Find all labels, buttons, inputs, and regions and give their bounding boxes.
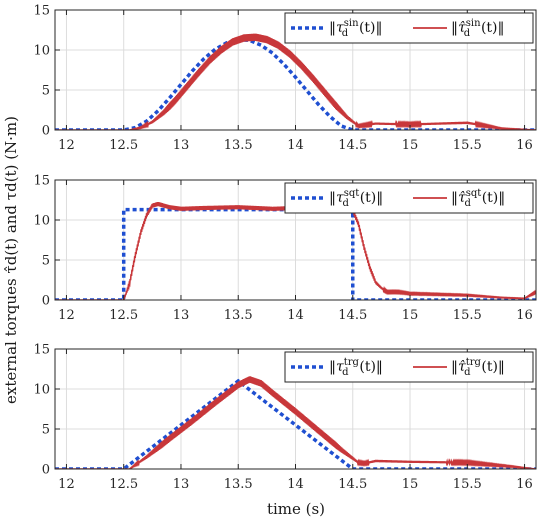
y-axis-label: external torques τ̂d(t) and τd(t) (N·m)	[2, 116, 20, 404]
chart-panel-2: 12 12.5 13 13.5 14 14.5 15 15.5 16 0 5 10 15 ‖τsqt d (t…	[33, 174, 537, 323]
legend-box	[284, 351, 534, 383]
legend-label: ‖τsin d (t)‖	[329, 18, 383, 39]
estimate-series-line-1	[55, 33, 536, 130]
x-tick-label: 16	[516, 138, 533, 153]
x-tick-label: 14	[287, 308, 304, 323]
y-tick-label: 0	[42, 124, 50, 139]
x-tick-label: 15	[402, 477, 419, 492]
x-tick-label: 15.5	[453, 477, 482, 492]
reference-series-line-3	[55, 378, 536, 469]
chart-panel-1: 12 12.5 13 13.5 14 14.5 15 15.5 16 0 5 10 15 ‖τsin d (t…	[33, 4, 537, 153]
x-tick-label: 15.5	[453, 308, 482, 323]
legend-label: ‖τ̂trg d (t)‖	[451, 357, 505, 378]
legend-box	[284, 12, 534, 44]
y-tick-label: 10	[33, 214, 50, 229]
x-tick-label: 13.5	[224, 138, 253, 153]
y-tick-label: 15	[33, 174, 50, 189]
y-tick-label: 5	[42, 254, 50, 269]
x-tick-label: 16	[516, 308, 533, 323]
x-tick-label: 12	[58, 308, 75, 323]
x-tick-label: 14.5	[338, 138, 367, 153]
y-tick-label: 10	[33, 44, 50, 59]
x-tick-label: 14.5	[338, 308, 367, 323]
x-tick-label: 13	[173, 308, 190, 323]
legend-label: ‖τsqt d (t)‖	[329, 188, 383, 209]
legend-label: ‖τ̂sin d (t)‖	[451, 18, 505, 39]
x-tick-label: 14	[287, 138, 304, 153]
legend-box	[284, 182, 534, 214]
chart-panel-3: 12 12.5 13 13.5 14 14.5 15 15.5 16 0 5 10 15 ‖τtrg d (t…	[33, 343, 537, 492]
x-tick-label: 12.5	[109, 138, 138, 153]
x-tick-label: 13.5	[224, 308, 253, 323]
x-tick-label: 13	[173, 138, 190, 153]
x-tick-label: 12	[58, 477, 75, 492]
y-tick-label: 15	[33, 343, 50, 358]
x-tick-label: 13.5	[224, 477, 253, 492]
estimate-series-line-3	[55, 376, 536, 469]
x-tick-label: 12.5	[109, 308, 138, 323]
x-tick-label: 15	[402, 308, 419, 323]
x-tick-label: 15.5	[453, 138, 482, 153]
x-tick-label: 12	[58, 138, 75, 153]
y-tick-label: 5	[42, 84, 50, 99]
x-tick-label: 12.5	[109, 477, 138, 492]
x-tick-label: 16	[516, 477, 533, 492]
y-tick-label: 10	[33, 383, 50, 398]
x-tick-label: 14.5	[338, 477, 367, 492]
y-tick-label: 0	[42, 294, 50, 309]
reference-series-line-2	[55, 207, 536, 300]
legend-label: ‖τ̂sqt d (t)‖	[451, 188, 505, 209]
x-tick-label: 14	[287, 477, 304, 492]
x-tick-label: 15	[402, 138, 419, 153]
x-tick-label: 13	[173, 477, 190, 492]
y-tick-label: 0	[42, 463, 50, 478]
legend-label: ‖τtrg d (t)‖	[329, 357, 383, 378]
x-axis-label: time (s)	[267, 500, 325, 518]
y-tick-label: 15	[33, 4, 50, 19]
y-tick-label: 5	[42, 423, 50, 438]
